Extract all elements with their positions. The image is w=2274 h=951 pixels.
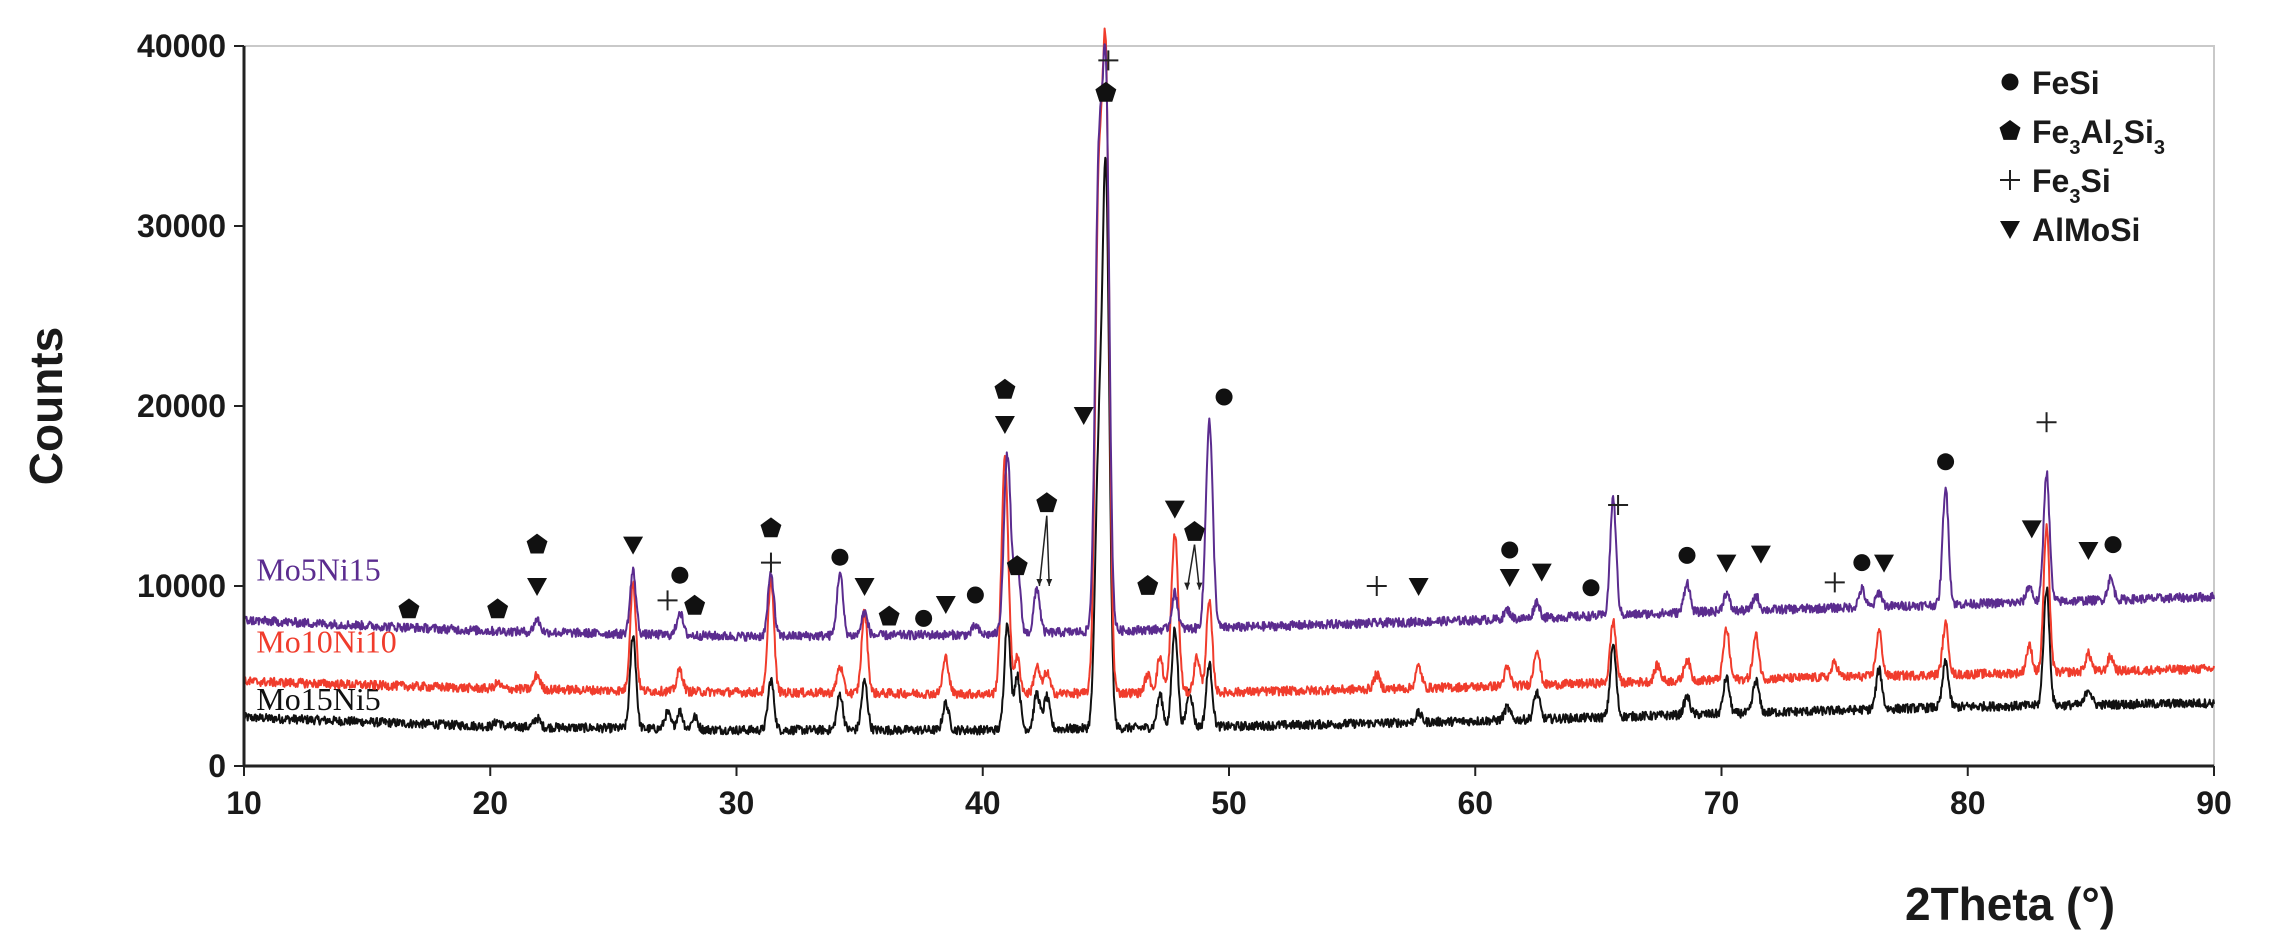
triangle-down-marker	[1499, 569, 1520, 587]
pentagon-marker	[1095, 81, 1117, 102]
triangle-down-marker	[527, 578, 548, 596]
triangle-down-marker	[994, 416, 1015, 434]
pentagon-marker	[684, 594, 706, 615]
x-tick-label: 20	[472, 785, 508, 821]
triangle-down-marker	[854, 578, 875, 596]
legend-label-fe3al2si3: Fe3Al2Si3	[2032, 114, 2165, 159]
circle-marker	[966, 586, 984, 604]
x-tick-label: 60	[1457, 785, 1493, 821]
pentagon-marker	[1006, 555, 1028, 576]
circle-marker	[1853, 554, 1871, 572]
triangle-down-marker	[2078, 542, 2099, 560]
circle-icon	[2001, 73, 2019, 91]
annotation-arrow	[1184, 544, 1196, 590]
triangle-down-marker	[1531, 563, 1552, 582]
circle-marker	[671, 566, 689, 584]
y-axis-title: Counts	[20, 327, 72, 485]
circle-marker	[1937, 453, 1955, 471]
triangle-down-marker	[1874, 554, 1895, 573]
series-line-mo15ni5	[243, 156, 2215, 736]
triangle-down-icon	[2000, 221, 2020, 239]
plus-marker	[1098, 50, 1119, 71]
pentagon-icon	[1999, 120, 2021, 140]
triangle-down-marker	[1073, 407, 1094, 425]
triangle-down-marker	[2021, 520, 2042, 539]
pentagon-marker	[1184, 521, 1205, 541]
circle-marker	[1501, 541, 1519, 559]
plus-marker	[1366, 576, 1387, 596]
plus-marker	[2036, 412, 2057, 433]
x-axis-title: 2Theta (°)	[1905, 878, 2115, 930]
x-tick-label: 80	[1950, 785, 1986, 821]
pentagon-marker	[526, 533, 548, 554]
pentagon-marker	[487, 598, 509, 619]
pentagon-marker	[878, 605, 900, 626]
legend-label-almosi: AlMoSi	[2032, 212, 2140, 248]
annotation-arrow	[1046, 515, 1053, 587]
x-tick-label: 10	[226, 785, 262, 821]
plot-area	[243, 45, 2215, 767]
y-tick-label: 20000	[137, 388, 226, 424]
circle-marker	[1582, 579, 1600, 597]
series-line-mo5ni15	[243, 43, 2215, 642]
plus-marker	[657, 590, 678, 611]
x-tick-label: 70	[1704, 785, 1740, 821]
plus-marker	[760, 552, 781, 573]
x-tick-label: 50	[1211, 785, 1247, 821]
triangle-down-marker	[1164, 500, 1185, 519]
triangle-down-marker	[1716, 554, 1737, 573]
pentagon-marker	[760, 517, 782, 538]
y-tick-label: 0	[208, 748, 226, 784]
plus-icon	[2000, 170, 2020, 190]
pentagon-marker	[994, 378, 1016, 399]
annotation-arrow	[1036, 515, 1048, 587]
triangle-down-marker	[623, 536, 644, 555]
plus-marker	[1824, 572, 1845, 593]
x-tick-label: 90	[2196, 785, 2232, 821]
x-tick-label: 30	[719, 785, 755, 821]
triangle-down-marker	[935, 596, 956, 614]
circle-marker	[1678, 546, 1696, 564]
legend-label-fesi: FeSi	[2032, 65, 2100, 101]
circle-marker	[2104, 536, 2122, 554]
pentagon-marker	[1137, 575, 1159, 595]
legend-label-fe3si: Fe3Si	[2032, 163, 2111, 208]
circle-marker	[915, 609, 933, 627]
x-tick-label: 40	[965, 785, 1001, 821]
triangle-down-marker	[1408, 578, 1429, 596]
triangle-down-marker	[1750, 545, 1771, 564]
plus-marker	[1608, 495, 1629, 515]
y-tick-label: 40000	[137, 28, 226, 64]
series-label-mo5ni15: Mo5Ni15	[256, 552, 380, 588]
circle-marker	[831, 548, 849, 566]
pentagon-marker	[1036, 492, 1058, 513]
y-tick-label: 30000	[137, 208, 226, 244]
marker-layer	[398, 50, 2122, 627]
series-line-mo10ni10	[243, 27, 2215, 700]
pentagon-marker	[398, 598, 420, 619]
circle-marker	[1215, 388, 1233, 406]
y-tick-label: 10000	[137, 568, 226, 604]
axes: 10 20 30 40 50 60 70 80 90 0 10000 20000 30000 40000	[137, 28, 2232, 821]
annotation-arrow	[1193, 544, 1203, 590]
